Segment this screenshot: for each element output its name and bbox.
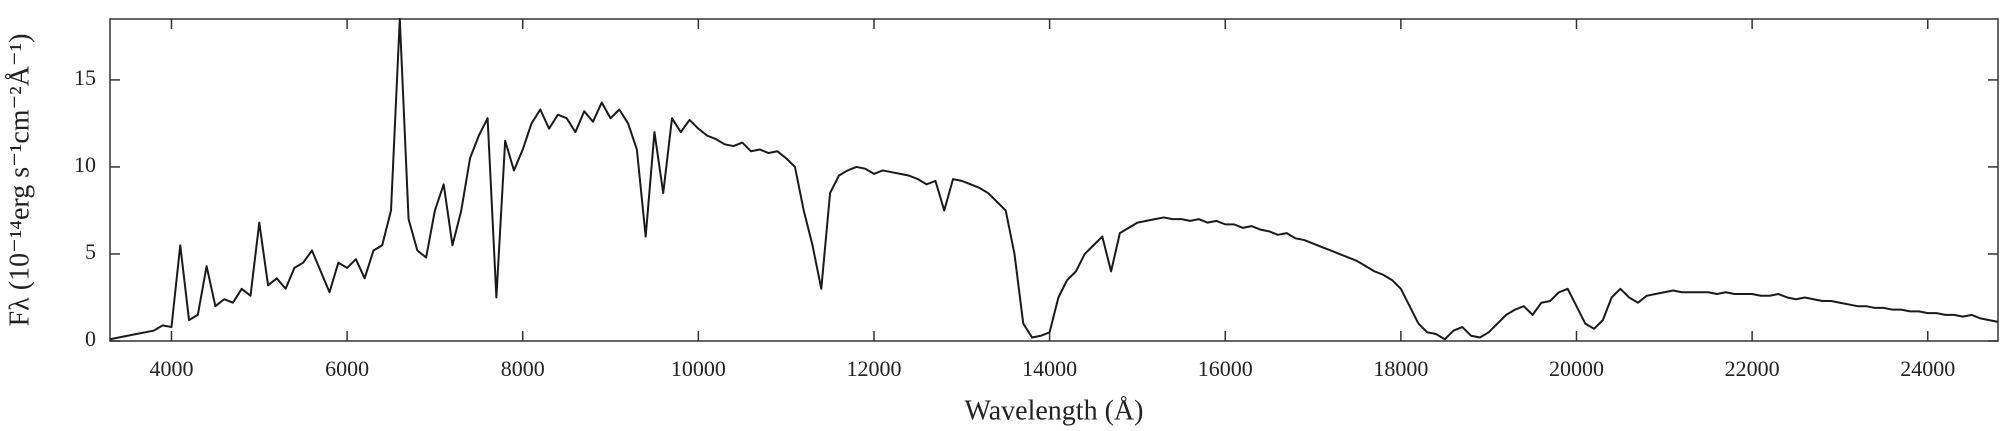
x-tick-label: 4000 xyxy=(149,356,193,381)
y-tick-label: 15 xyxy=(74,65,96,90)
x-tick-label: 12000 xyxy=(846,356,901,381)
x-tick-label: 8000 xyxy=(501,356,545,381)
x-axis-label: Wavelength (Å) xyxy=(965,395,1144,426)
x-tick-label: 18000 xyxy=(1373,356,1428,381)
x-tick-label: 20000 xyxy=(1549,356,1604,381)
y-tick-label: 0 xyxy=(85,326,96,351)
y-tick-label: 5 xyxy=(85,239,96,264)
x-tick-label: 22000 xyxy=(1725,356,1780,381)
x-tick-label: 6000 xyxy=(325,356,369,381)
plot-frame xyxy=(109,18,1999,342)
spectrum-line xyxy=(109,18,1999,341)
y-tick-label: 10 xyxy=(74,152,96,177)
x-tick-label: 14000 xyxy=(1022,356,1077,381)
y-axis-label: Fλ (10⁻¹⁴erg s⁻¹cm⁻²Å⁻¹) xyxy=(4,34,35,327)
x-tick-label: 10000 xyxy=(671,356,726,381)
x-tick-label: 16000 xyxy=(1198,356,1253,381)
x-tick-label: 24000 xyxy=(1900,356,1955,381)
